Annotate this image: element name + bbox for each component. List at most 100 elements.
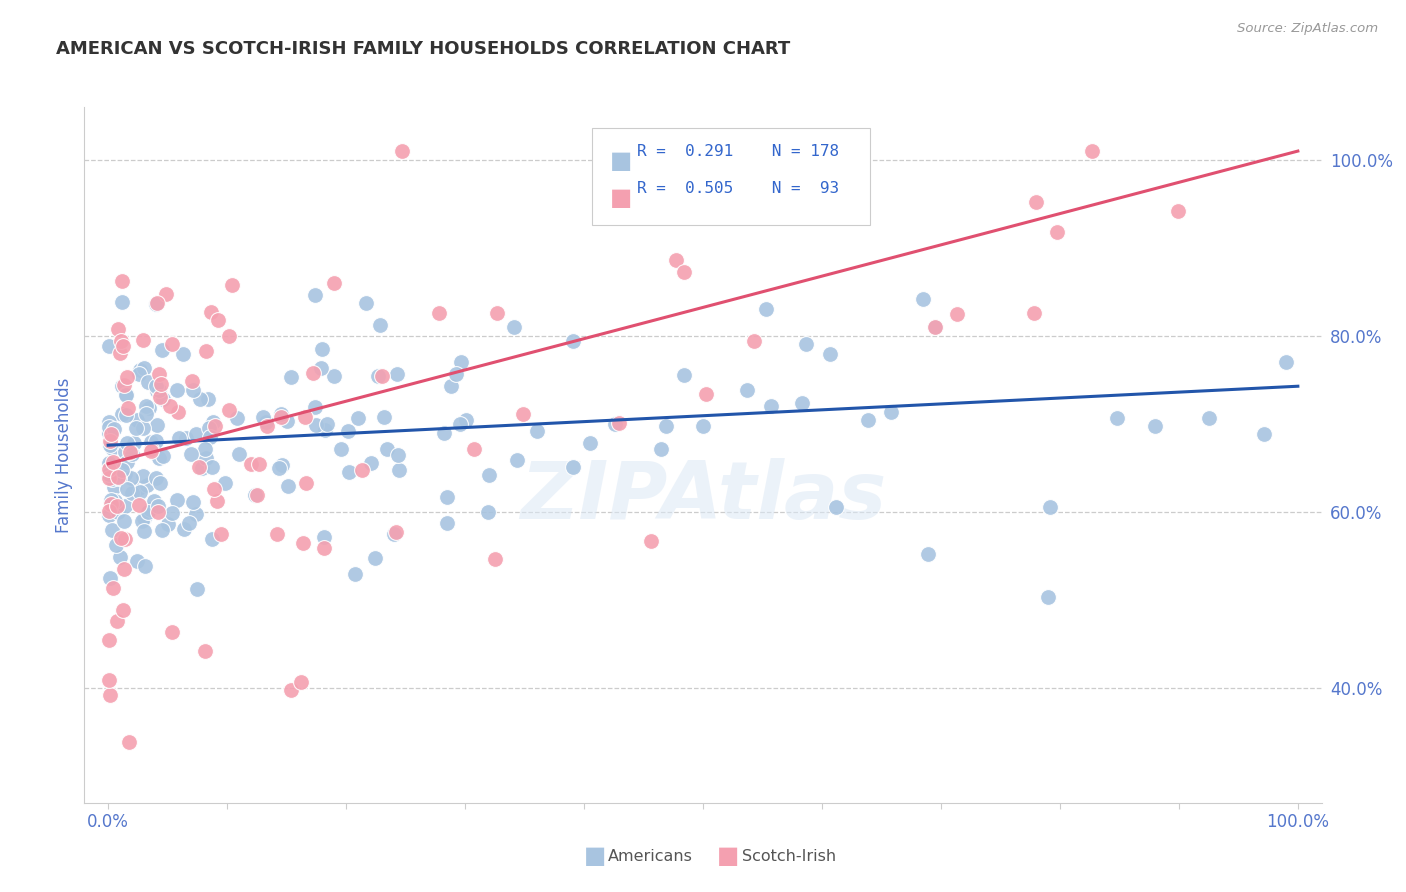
Point xyxy=(115,370,138,384)
Point xyxy=(100,493,122,508)
Point xyxy=(98,456,121,470)
Point xyxy=(115,454,138,468)
Point xyxy=(665,252,688,267)
Point xyxy=(128,368,150,382)
Point xyxy=(336,424,359,438)
Point xyxy=(114,467,136,481)
Point xyxy=(1198,410,1220,425)
Point xyxy=(146,384,169,399)
Point xyxy=(277,479,299,493)
Point xyxy=(302,366,325,380)
Point xyxy=(225,411,247,425)
Point xyxy=(295,476,318,491)
Point xyxy=(139,442,162,457)
Point xyxy=(101,581,124,595)
Point xyxy=(825,500,848,514)
Point xyxy=(759,399,782,413)
Point xyxy=(246,487,269,501)
Point xyxy=(436,490,458,504)
Point xyxy=(135,408,157,422)
Point xyxy=(506,453,529,467)
Point xyxy=(118,445,141,459)
Point xyxy=(132,524,155,539)
Point xyxy=(503,320,526,334)
Point xyxy=(160,506,183,520)
Point xyxy=(186,426,208,441)
Point xyxy=(120,471,142,485)
Point xyxy=(110,531,132,545)
Point xyxy=(98,462,121,476)
Point xyxy=(388,463,411,477)
Point xyxy=(160,624,183,639)
Point xyxy=(127,553,149,567)
Point xyxy=(98,508,121,522)
Point xyxy=(145,434,167,448)
Point xyxy=(139,502,162,516)
Point xyxy=(145,471,167,485)
Point xyxy=(98,688,121,702)
Point xyxy=(98,673,121,688)
Point xyxy=(131,469,153,483)
Point xyxy=(136,506,159,520)
Point xyxy=(245,488,267,502)
Point xyxy=(1143,419,1166,434)
Point xyxy=(169,431,191,445)
Point xyxy=(148,367,170,381)
Point xyxy=(202,483,225,497)
Point xyxy=(728,201,751,215)
Point xyxy=(190,460,212,475)
Point xyxy=(1022,306,1045,320)
Point xyxy=(115,408,138,422)
Point xyxy=(111,274,134,288)
Point xyxy=(146,418,169,433)
Point xyxy=(181,495,204,509)
Point xyxy=(200,532,222,546)
Point xyxy=(655,419,678,434)
Point xyxy=(159,400,181,414)
Point xyxy=(214,476,236,491)
Point xyxy=(184,507,207,521)
Point xyxy=(314,423,336,437)
Point xyxy=(463,442,485,456)
Point xyxy=(105,499,128,513)
Point xyxy=(194,451,217,466)
Point xyxy=(205,494,228,508)
Point xyxy=(270,407,292,421)
Point xyxy=(112,514,135,528)
Point xyxy=(276,414,298,428)
Point xyxy=(477,505,499,519)
Point xyxy=(98,415,121,429)
Point xyxy=(280,370,302,384)
Point xyxy=(194,644,217,658)
Point xyxy=(449,417,471,431)
Point xyxy=(152,450,174,464)
Point xyxy=(136,375,159,389)
Point xyxy=(367,369,389,384)
Point xyxy=(110,334,132,348)
Point xyxy=(98,438,121,452)
Point xyxy=(794,337,817,351)
Point xyxy=(314,530,336,544)
Point xyxy=(180,447,202,461)
Point xyxy=(309,360,332,375)
Point xyxy=(112,562,135,576)
Point xyxy=(166,492,188,507)
Text: Scotch-Irish: Scotch-Irish xyxy=(742,849,837,863)
Point xyxy=(561,459,583,474)
Point xyxy=(132,421,155,435)
Point xyxy=(174,431,197,445)
Point xyxy=(152,392,174,406)
Point xyxy=(484,552,506,566)
Point xyxy=(204,419,226,434)
Point xyxy=(200,305,222,319)
Point xyxy=(146,295,169,310)
Point xyxy=(427,306,450,320)
Point xyxy=(114,532,136,546)
Point xyxy=(346,410,368,425)
Point xyxy=(252,410,274,425)
Point xyxy=(111,294,134,309)
Point xyxy=(112,377,135,392)
Point xyxy=(207,312,229,326)
Point xyxy=(240,457,263,471)
Point xyxy=(209,527,232,541)
